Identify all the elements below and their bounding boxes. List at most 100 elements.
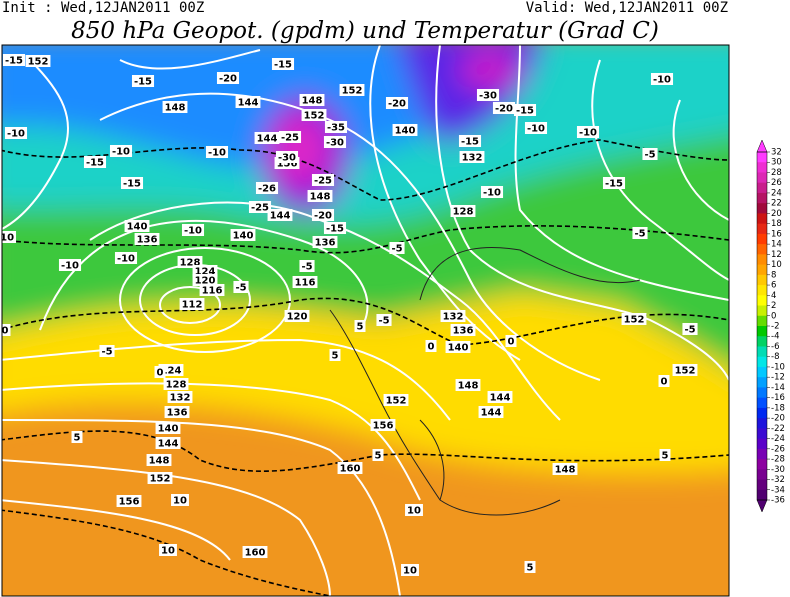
colorbar-label: 2 [771,301,776,311]
temperature-label-box [154,366,166,378]
colorbar-label: 6 [771,281,776,291]
geopotential-label-box [192,274,218,286]
temperature-label-box [323,222,347,234]
colorbar-band [757,192,767,204]
yellow-zone [2,292,729,475]
colorbar-label: -2 [771,322,779,332]
temperature-label-box [58,259,82,271]
geopotential-label-box [299,94,325,106]
temperature-label: -20 [388,99,406,110]
geopotential-label: 148 [310,192,331,203]
colorbar-band [757,305,767,317]
temperature-label-box [114,252,138,264]
temperature-label: -15 [123,179,141,190]
temperature-label-box [275,151,299,163]
colorbar-band [757,213,767,225]
temperature-label: -10 [112,147,130,158]
temperature-label-box [216,72,240,84]
temperature-label-box [278,131,302,143]
geopotential-label-box [552,463,578,475]
colorbar-label: -10 [771,362,785,372]
geopotential-label-box [370,419,396,431]
temperature-label: -5 [644,150,655,161]
temperature-label: -10 [653,75,671,86]
colorbar-band [757,326,767,337]
temperature-label: -10 [579,128,597,139]
temperature-label: 0 [428,342,435,353]
geopotential-label-box [199,284,225,296]
geopotential-label: 152 [28,57,49,68]
temperature-label: -20 [495,104,513,115]
colorbar-label: -22 [771,424,785,434]
colorbar-label: 20 [771,209,782,219]
temperature-label-box [171,494,189,506]
geopotential-label-box [267,209,293,221]
geopotential-label: 116 [202,286,223,297]
colorbar-label: -24 [771,434,785,444]
geopotential-label: 156 [277,159,298,170]
geopotential-label-box [307,190,333,202]
temperature-label-box [524,561,536,573]
geopotential-label-box [134,233,160,245]
geopotential-label-box [162,101,188,113]
geopotential-label-box [284,310,310,322]
temperature-label: -10 [61,261,79,272]
colorbar-label: -34 [771,485,785,495]
geopotential-label: 152 [150,474,171,485]
temperature-label: 5 [662,451,669,462]
colorbar-label: -36 [771,496,785,506]
temperature-label: 5 [375,451,382,462]
colorbar-band [757,244,767,255]
colorbar-band [757,377,767,388]
temperature-label: -25 [251,203,269,214]
colorbar-label: 10 [771,260,782,270]
colorbar-band [757,397,767,409]
geopotential-label: 144 [270,211,291,222]
geopotential-label: 112 [182,300,203,311]
geopotential-label-box [164,406,190,418]
geopotential-label-box [392,124,418,136]
temperature-label-box [458,135,482,147]
temperature-label-box [83,156,107,168]
temperature-label: 10 [403,566,417,577]
geopotential-label: 136 [315,238,336,249]
cold-core-north [460,50,520,90]
geopotential-label-box [167,391,193,403]
colorbar-band [757,172,767,184]
geopotential-label-box [459,151,485,163]
temperature-label-box [2,54,26,66]
geopotential-label-box [301,109,327,121]
temperature-label-box [505,335,517,347]
geopotential-label: 160 [340,464,361,475]
geopotential-label-box [124,220,150,232]
temperature-label-box [181,224,205,236]
geopotential-label: 140 [127,222,148,233]
colorbar-label: -12 [771,373,785,383]
temperature-label: -30 [326,138,344,149]
temperature-label-box [602,177,626,189]
colorbar-label: -30 [771,465,785,475]
temperature-label: 5 [74,433,81,444]
temperature-label-box [329,349,341,361]
temperature-label: -25 [281,133,299,144]
colorbar-band [757,428,767,440]
temperature-label: -20 [314,211,332,222]
colorbar-band [757,479,767,491]
geopotential-label: 156 [373,421,394,432]
temperature-label-box [650,73,674,85]
colorbar-label: -18 [771,403,785,413]
colorbar-band [757,459,767,470]
geopotential-label: 144 [481,408,502,419]
geopotential-label: 148 [302,96,323,107]
temperature-label-box [248,201,272,213]
temperature-label: -10 [7,129,25,140]
colorbar-band [757,315,767,327]
temperature-label: -5 [391,244,402,255]
temperature-label: -10 [483,188,501,199]
colorbar-band [757,162,767,173]
temperature-label-box [576,126,600,138]
colorbar-label: -8 [771,352,779,362]
geopotential-label-box [155,422,181,434]
geopotential-label: 152 [624,315,645,326]
